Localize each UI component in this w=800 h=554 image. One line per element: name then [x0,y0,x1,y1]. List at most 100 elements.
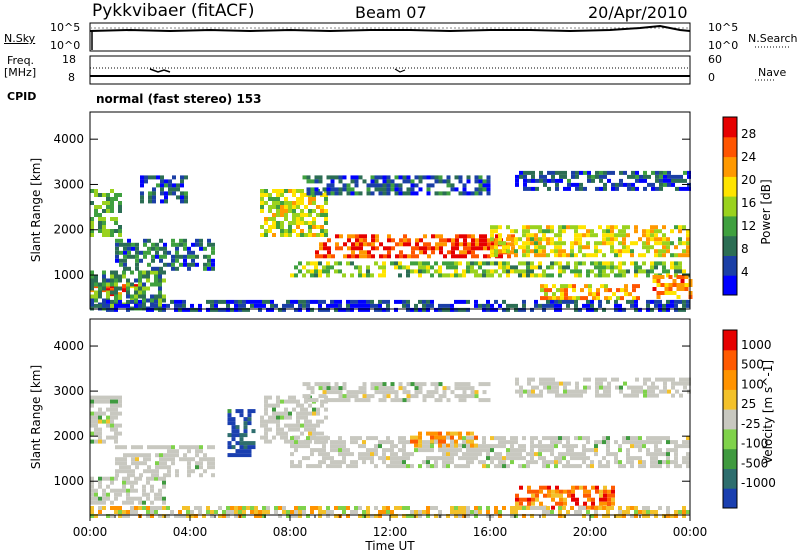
power-cell [630,253,634,258]
power-cell [318,175,323,180]
velocity-cell [506,464,510,469]
velocity-cell [518,464,522,469]
power-cell [662,265,666,270]
power-cell [387,234,391,239]
velocity-colorbar-tick: -100 [741,437,768,451]
velocity-cell [570,452,574,457]
power-cell [474,299,478,304]
velocity-cell [171,461,175,466]
velocity-cell [663,381,667,386]
power-cell [308,197,312,201]
velocity-cell [571,497,575,502]
power-cell [362,299,366,304]
velocity-cell [119,469,123,474]
power-cell [639,174,643,179]
velocity-cell [94,439,98,444]
velocity-cell [586,448,590,453]
velocity-cell [571,489,575,494]
velocity-cell [390,460,394,465]
power-cell [560,284,564,289]
power-cell [370,273,374,278]
velocity-cell [366,510,370,514]
velocity-cell [462,514,466,518]
velocity-cell [442,464,446,469]
power-cell [134,298,138,303]
power-cell [300,217,304,221]
velocity-cell [655,393,659,398]
power-cell [138,303,142,308]
velocity-cell [178,514,182,518]
velocity-cell [243,445,248,450]
velocity-cell [310,390,315,395]
power-cell [318,191,323,196]
velocity-cell [642,444,646,449]
power-cell [147,250,151,255]
power-cell [582,303,586,308]
power-cell [478,187,483,192]
velocity-cell [563,489,567,494]
velocity-cell [486,514,490,518]
velocity-cell [334,390,339,395]
power-cell [359,242,363,247]
power-cell [326,191,331,196]
velocity-cell [280,399,284,404]
velocity-cell [574,510,578,514]
velocity-cell [434,435,438,440]
power-cell [140,179,144,184]
velocity-cell [522,444,526,449]
power-cell [406,307,410,312]
velocity-cell [474,390,479,395]
power-cell [514,265,518,270]
velocity-cell [566,448,570,453]
power-cell [214,299,218,304]
power-cell [667,174,671,179]
power-cell [542,229,546,234]
power-cell [486,299,490,304]
velocity-cell [382,510,386,514]
velocity-cell [539,485,543,490]
velocity-cell [306,398,311,403]
x-tick-label: 00:00 [673,525,708,539]
velocity-cell [566,460,570,465]
velocity-cell [190,514,194,518]
power-cell [296,201,300,205]
power-cell [406,187,411,192]
power-cell [114,217,118,221]
velocity-cell [191,457,195,462]
velocity-cell [119,445,123,450]
power-cell [602,265,606,270]
power-cell [90,233,94,237]
velocity-cell [342,440,346,445]
power-cell [391,246,395,251]
velocity-colorbar-frame [722,329,738,509]
velocity-cell [334,460,338,465]
power-cell [482,183,487,188]
velocity-cell [666,448,670,453]
velocity-cell [366,514,370,518]
power-cell [382,179,387,184]
power-cell [546,273,550,278]
velocity-cell [118,488,122,493]
velocity-cell [466,444,470,449]
velocity-cell [426,514,430,518]
power-cell [654,229,658,234]
velocity-cell [118,395,122,400]
power-cell [126,278,130,283]
power-cell [658,241,662,246]
power-cell [546,225,550,230]
power-cell [338,175,343,180]
velocity-cell [502,464,506,469]
power-cell [583,186,587,191]
power-cell [272,189,276,193]
velocity-cell [438,431,442,436]
velocity-cell [567,489,571,494]
power-cell [566,303,570,308]
power-cell [654,237,658,242]
power-cell [306,303,310,308]
power-cell [564,284,568,289]
power-cell [522,307,526,312]
power-cell [511,250,515,255]
velocity-cell [114,395,118,400]
velocity-cell [551,497,555,502]
